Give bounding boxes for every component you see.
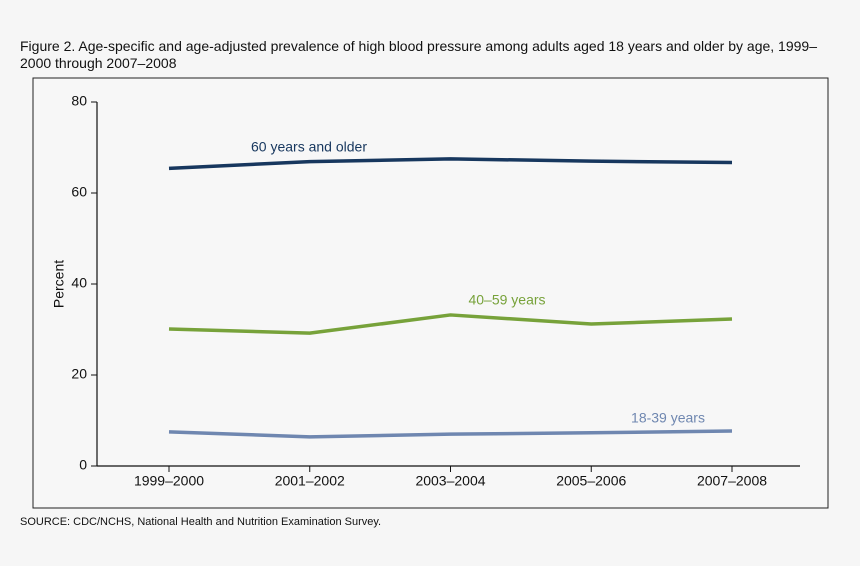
series-line (168, 429, 733, 439)
series-line (168, 313, 733, 335)
x-tick-label: 2005–2006 (556, 473, 626, 489)
series-label: 60 years and older (251, 138, 367, 154)
y-axis-label: Percent (51, 260, 67, 308)
y-tick-label: 0 (79, 457, 87, 473)
x-tick-label: 2003–2004 (415, 473, 485, 489)
chart-title: Figure 2. Age-specific and age-adjusted … (20, 38, 817, 71)
y-tick-label: 40 (71, 275, 87, 291)
x-tick-label: 2001–2002 (275, 473, 345, 489)
series-label: 40–59 years (468, 292, 545, 308)
y-tick-label: 80 (71, 93, 87, 109)
x-tick-label: 2007–2008 (697, 473, 767, 489)
chart-frame (32, 77, 829, 509)
series-line (168, 157, 733, 171)
source-note: SOURCE: CDC/NCHS, National Health and Nu… (20, 516, 382, 528)
x-tick-label: 1999–2000 (134, 473, 204, 489)
series-label: 18-39 years (631, 410, 705, 426)
y-tick-label: 60 (71, 184, 87, 200)
y-tick-label: 20 (71, 366, 87, 382)
